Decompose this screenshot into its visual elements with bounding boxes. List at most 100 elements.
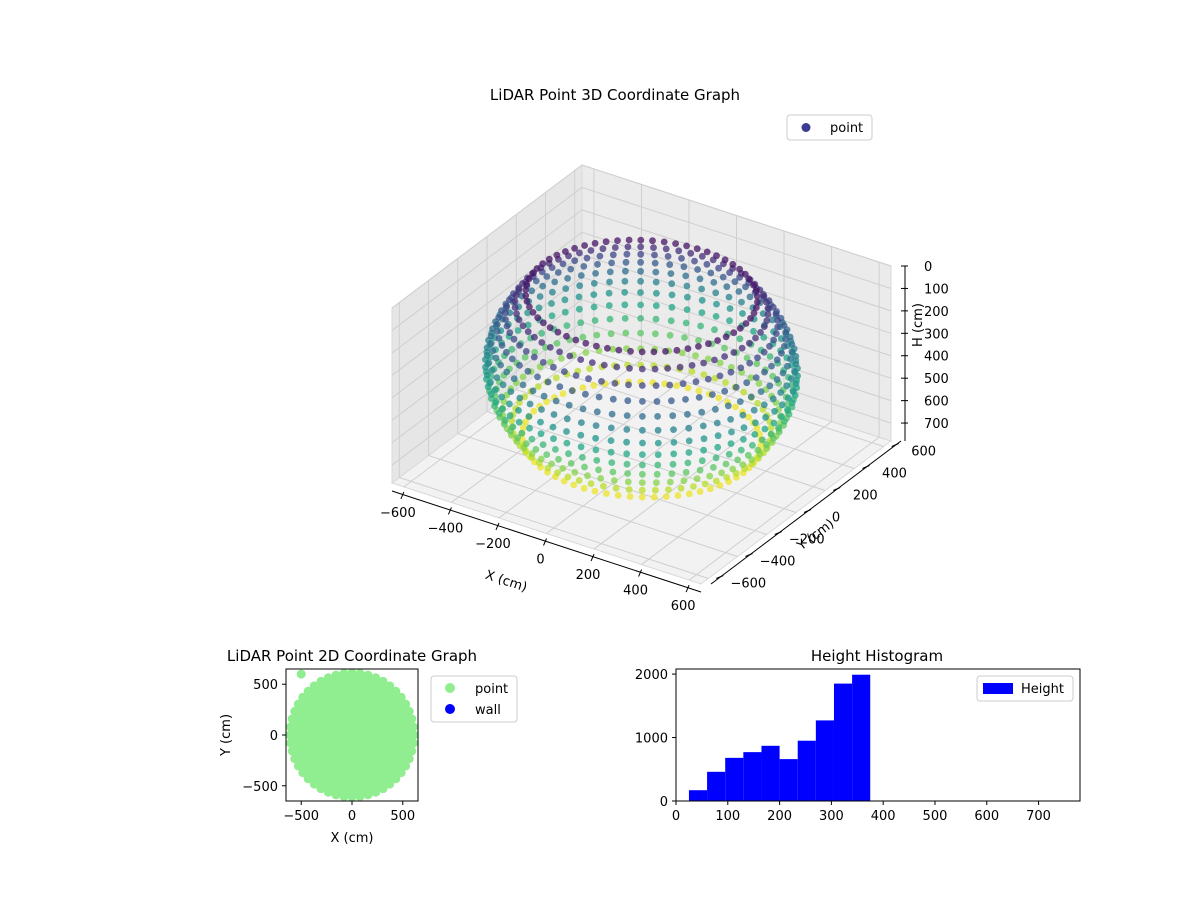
point-marker bbox=[595, 466, 602, 474]
point-marker bbox=[498, 393, 506, 401]
point-marker bbox=[503, 302, 511, 310]
point-marker bbox=[685, 437, 693, 445]
point-marker bbox=[739, 461, 747, 468]
edge-point bbox=[303, 686, 313, 696]
point-marker bbox=[752, 334, 759, 342]
point-marker bbox=[609, 345, 617, 353]
point-marker bbox=[530, 407, 538, 415]
point-marker bbox=[622, 267, 629, 275]
point-marker bbox=[623, 412, 631, 419]
point-marker bbox=[713, 419, 721, 427]
histogram-bar bbox=[833, 683, 853, 801]
point-marker bbox=[590, 381, 598, 389]
point-marker bbox=[614, 491, 622, 499]
point-marker bbox=[670, 426, 677, 433]
edge-point bbox=[391, 774, 401, 784]
point-marker bbox=[752, 304, 760, 311]
point-marker bbox=[762, 441, 770, 448]
point-marker bbox=[757, 329, 764, 336]
point-marker bbox=[600, 482, 607, 490]
point-marker bbox=[653, 479, 660, 487]
z-tick-label: 500 bbox=[924, 372, 949, 387]
z-tick-label: 400 bbox=[924, 350, 949, 365]
x-tick-label: −600 bbox=[380, 506, 416, 521]
point-marker bbox=[755, 380, 763, 387]
point-marker bbox=[772, 310, 780, 318]
point-marker bbox=[599, 245, 607, 253]
point-marker bbox=[571, 468, 579, 476]
point-marker bbox=[531, 333, 538, 341]
point-marker bbox=[515, 418, 523, 426]
point-marker bbox=[750, 281, 757, 289]
edge-point bbox=[407, 714, 417, 724]
3d-legend-marker-point bbox=[801, 123, 811, 132]
point-marker bbox=[487, 332, 495, 340]
y-tick-label: −400 bbox=[760, 555, 796, 570]
point-marker bbox=[531, 348, 539, 356]
point-marker bbox=[749, 441, 756, 449]
point-marker bbox=[754, 298, 761, 306]
edge-point bbox=[385, 779, 395, 789]
point-marker bbox=[725, 293, 733, 301]
point-marker bbox=[554, 469, 561, 477]
x-tick-label: 600 bbox=[671, 599, 696, 614]
x-tick-label: −200 bbox=[475, 537, 511, 552]
z-tick-label: 300 bbox=[924, 327, 949, 342]
point-marker bbox=[529, 309, 537, 316]
point-marker bbox=[522, 292, 530, 299]
point-marker bbox=[591, 487, 599, 495]
point-marker bbox=[607, 448, 615, 456]
y-tick bbox=[891, 443, 899, 447]
point-marker bbox=[564, 275, 571, 282]
point-marker bbox=[788, 375, 795, 382]
point-marker bbox=[607, 424, 615, 432]
point-marker bbox=[704, 355, 712, 363]
point-marker bbox=[668, 397, 675, 405]
point-marker bbox=[492, 398, 500, 406]
point-marker bbox=[539, 260, 547, 268]
point-marker bbox=[528, 435, 536, 443]
point-marker bbox=[626, 493, 634, 500]
point-marker bbox=[611, 244, 619, 251]
point-marker bbox=[740, 436, 747, 443]
point-marker bbox=[705, 340, 712, 348]
point-marker bbox=[549, 288, 556, 296]
point-marker bbox=[695, 343, 702, 350]
y-tick-label: 500 bbox=[253, 678, 278, 693]
point-marker bbox=[792, 380, 800, 387]
point-marker bbox=[562, 248, 569, 255]
point-marker bbox=[693, 245, 701, 253]
point-marker bbox=[502, 309, 509, 317]
point-marker bbox=[727, 440, 735, 447]
edge-point bbox=[371, 787, 381, 797]
edge-point bbox=[298, 768, 308, 778]
point-marker bbox=[652, 302, 660, 310]
point-marker bbox=[727, 416, 734, 423]
point-marker bbox=[668, 470, 676, 478]
histogram-bar bbox=[688, 790, 708, 801]
point-marker bbox=[650, 493, 658, 501]
point-marker bbox=[679, 380, 687, 388]
point-marker bbox=[587, 247, 595, 254]
point-marker bbox=[609, 395, 617, 403]
point-marker bbox=[654, 461, 662, 469]
point-marker bbox=[508, 355, 516, 363]
x-tick-label: 600 bbox=[974, 809, 999, 824]
point-marker bbox=[746, 339, 753, 347]
point-marker bbox=[503, 368, 511, 376]
point-marker bbox=[552, 397, 560, 405]
point-marker bbox=[585, 375, 592, 383]
point-marker bbox=[792, 360, 800, 368]
point-marker bbox=[738, 298, 745, 306]
point-marker bbox=[637, 301, 644, 309]
point-marker bbox=[767, 424, 775, 432]
point-marker bbox=[507, 388, 515, 395]
point-marker bbox=[666, 331, 674, 339]
3d-scatter-plot: LiDAR Point 3D Coordinate Graph −600 −400… bbox=[380, 86, 949, 614]
point-marker bbox=[683, 306, 691, 313]
point-marker bbox=[579, 333, 587, 341]
x-tick-label: 200 bbox=[767, 809, 792, 824]
point-marker bbox=[727, 368, 735, 376]
point-marker bbox=[511, 297, 519, 305]
point-marker bbox=[746, 293, 754, 301]
